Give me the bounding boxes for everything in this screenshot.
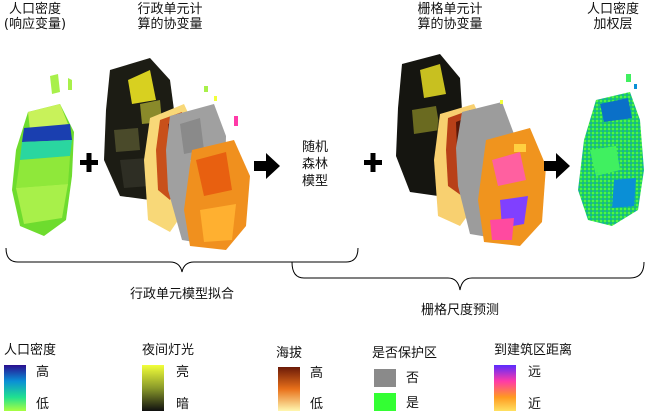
grid-covariates-label: 栅格单元计 算的协变量 bbox=[410, 2, 490, 32]
grid-covariates-stack bbox=[396, 54, 546, 246]
legend-swatch-yes bbox=[374, 393, 396, 411]
pop-density-response-map bbox=[12, 74, 74, 236]
grid-predict-label: 栅格尺度预测 bbox=[420, 303, 499, 318]
legend-gradient-pop bbox=[4, 365, 26, 411]
label-line: 模型 bbox=[301, 174, 328, 189]
legend-title: 夜间灯光 bbox=[142, 343, 195, 358]
label-line: 森林 bbox=[301, 157, 328, 172]
plus-operator-1 bbox=[80, 153, 98, 172]
label-line: 随机 bbox=[301, 140, 328, 155]
plus-operator-2 bbox=[364, 153, 382, 172]
label-line: 算的协变量 bbox=[137, 17, 203, 32]
brace-grid-predict bbox=[291, 261, 645, 291]
label-line: 人口密度 bbox=[8, 2, 61, 17]
admin-covariates-label: 行政单元计 算的协变量 bbox=[130, 2, 210, 32]
label-line: 算的协变量 bbox=[417, 17, 483, 32]
legend-title: 海拔 bbox=[276, 346, 303, 361]
label-line: 栅格单元计 bbox=[417, 2, 483, 17]
pop-density-response-label: 人口密度 (响应变量) bbox=[0, 2, 70, 32]
legend-low: 近 bbox=[528, 397, 542, 412]
legend-high: 远 bbox=[528, 365, 542, 380]
legend-item-yes: 是 bbox=[406, 396, 420, 411]
legend-gradient-elev bbox=[278, 367, 300, 411]
label-line: 加权层 bbox=[593, 17, 633, 32]
brace-admin-fit bbox=[5, 247, 359, 273]
arrow-2 bbox=[544, 153, 570, 179]
legend-high: 高 bbox=[36, 365, 50, 380]
label-line: 人口密度 bbox=[586, 2, 639, 17]
legend-title: 人口密度 bbox=[4, 343, 57, 358]
legend-swatch-no bbox=[374, 369, 396, 387]
admin-covariates-stack bbox=[104, 58, 250, 250]
legend-low: 低 bbox=[310, 397, 324, 412]
legend-title: 是否保护区 bbox=[372, 346, 438, 361]
legend-low: 暗 bbox=[176, 397, 190, 412]
legend-low: 低 bbox=[36, 397, 50, 412]
arrow-1 bbox=[254, 153, 280, 179]
legend-title: 到建筑区距离 bbox=[494, 343, 573, 358]
legend-item-no: 否 bbox=[406, 371, 420, 386]
label-line: (响应变量) bbox=[3, 17, 67, 32]
pop-density-weight-label: 人口密度 加权层 bbox=[578, 2, 648, 32]
label-line: 行政单元计 bbox=[137, 2, 203, 17]
legend-high: 高 bbox=[310, 366, 324, 381]
legend-gradient-dist bbox=[494, 365, 516, 411]
random-forest-label: 随机 森林 模型 bbox=[295, 139, 335, 190]
legend-gradient-light bbox=[142, 365, 164, 411]
legend-high: 亮 bbox=[176, 365, 190, 380]
pop-density-weight-map bbox=[578, 74, 644, 226]
admin-fit-label: 行政单元模型拟合 bbox=[129, 287, 234, 302]
